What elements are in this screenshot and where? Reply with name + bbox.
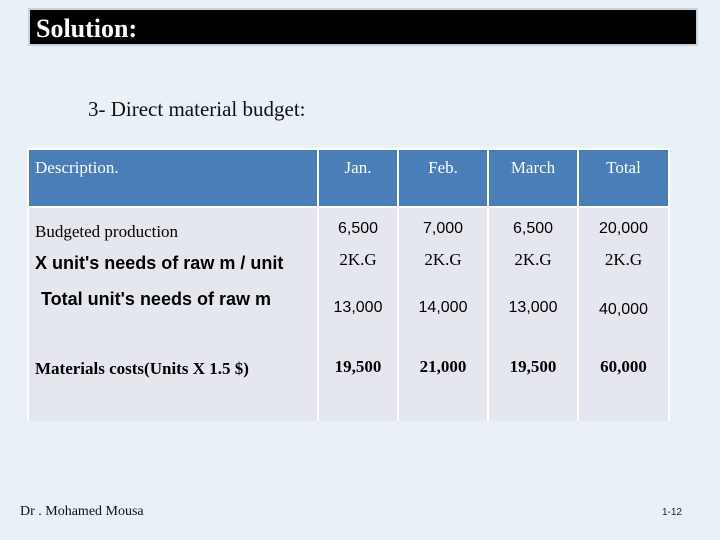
budget-table: Description. Jan. Feb. March Total Budge…	[27, 148, 670, 421]
table-cell: 21,000	[397, 337, 489, 421]
table-cell: 2K.G	[487, 247, 579, 289]
table-cell: 13,000	[487, 289, 579, 337]
table-row: Materials costs(Units X 1.5 $) 19,500 21…	[27, 337, 670, 421]
table-cell: 13,000	[317, 289, 399, 337]
table-cell: 14,000	[397, 289, 489, 337]
table-cell: 2K.G	[317, 247, 399, 289]
row-label: X unit's needs of raw m / unit	[27, 247, 319, 289]
slide-subtitle: 3- Direct material budget:	[88, 97, 306, 121]
table-row: Budgeted production 6,500 7,000 6,500 20…	[27, 207, 670, 247]
table-row: Total unit's needs of raw m 13,000 14,00…	[27, 289, 670, 337]
header-march: March	[487, 148, 579, 208]
slide-title: Solution:	[36, 14, 138, 43]
row-label: Materials costs(Units X 1.5 $)	[27, 337, 319, 421]
table-cell: 2K.G	[397, 247, 489, 289]
header-jan: Jan.	[317, 148, 399, 208]
header-description: Description.	[27, 148, 319, 208]
table-cell: 20,000	[577, 207, 670, 247]
table-cell: 2K.G	[577, 247, 670, 289]
title-bar: Solution:	[28, 8, 698, 46]
table-cell: 6,500	[317, 207, 399, 247]
table-cell: 19,500	[487, 337, 579, 421]
table-cell: 6,500	[487, 207, 579, 247]
row-label: Total unit's needs of raw m	[27, 289, 319, 337]
table-row: X unit's needs of raw m / unit 2K.G 2K.G…	[27, 247, 670, 289]
header-feb: Feb.	[397, 148, 489, 208]
header-total: Total	[577, 148, 670, 208]
table-cell: 7,000	[397, 207, 489, 247]
table-cell: 40,000	[577, 289, 670, 337]
table-cell: 19,500	[317, 337, 399, 421]
table-header-row: Description. Jan. Feb. March Total	[27, 148, 670, 208]
row-label: Budgeted production	[27, 207, 319, 247]
footer-author: Dr . Mohamed Mousa	[20, 504, 144, 519]
table-cell: 60,000	[577, 337, 670, 421]
page-number: 1-12	[662, 507, 683, 518]
